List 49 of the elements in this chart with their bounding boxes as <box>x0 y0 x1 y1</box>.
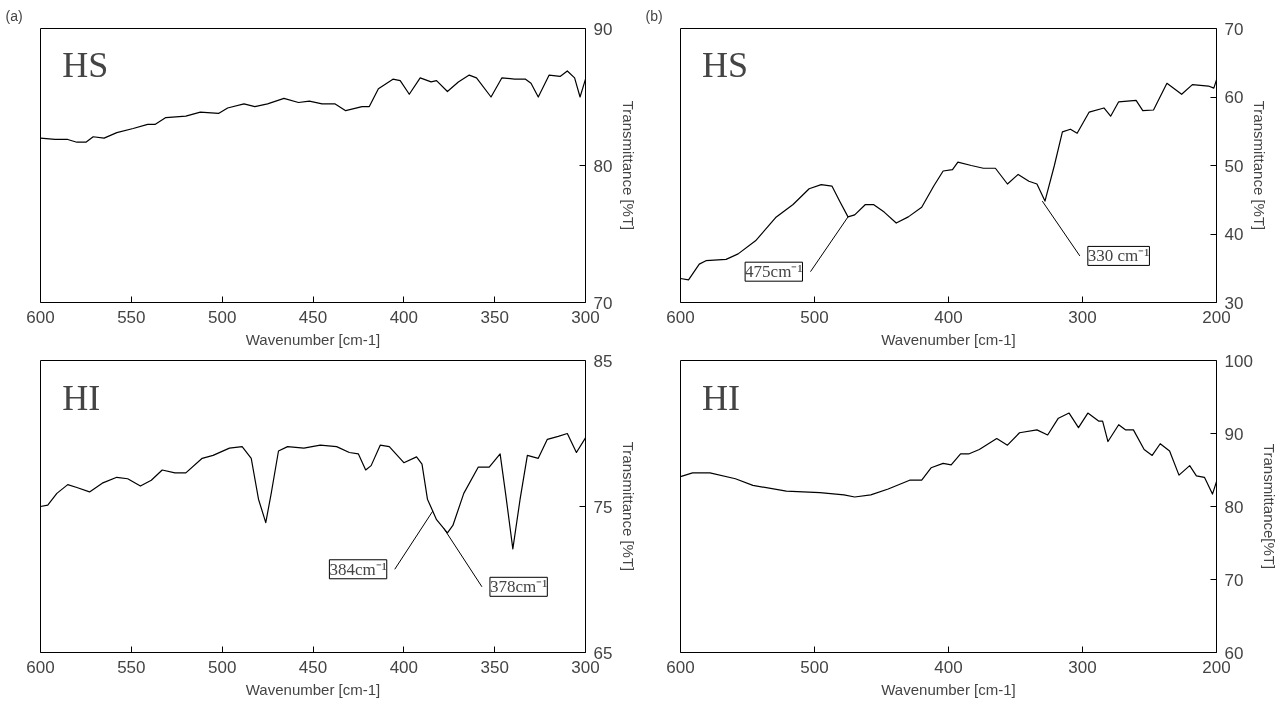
x-tick-label: 450 <box>298 307 328 327</box>
y-tick-label: 75 <box>593 497 613 517</box>
x-tick-label: 350 <box>480 307 509 327</box>
chart-title: (a) <box>5 7 23 24</box>
y-tick-label: 70 <box>1224 19 1244 39</box>
x-axis-title: Wavenumber [cm-1] <box>881 330 1016 348</box>
y-tick-label: 50 <box>1224 156 1244 176</box>
x-tick-label: 500 <box>800 307 829 327</box>
y-tick-label: 90 <box>1224 424 1244 444</box>
y-tick-label: 70 <box>1224 570 1244 590</box>
x-tick-label: 550 <box>117 657 146 677</box>
y-axis-title: Transmittance [%T] <box>620 441 638 572</box>
y-tick-label: 90 <box>593 19 613 39</box>
x-tick-label: 600 <box>26 657 55 677</box>
x-tick-label: 600 <box>26 307 55 327</box>
x-axis-title: Wavenumber [cm-1] <box>245 680 381 698</box>
y-axis-title: Transmittance [%T] <box>1251 100 1269 231</box>
x-tick-label: 300 <box>1068 307 1097 327</box>
x-tick-label: 400 <box>389 657 419 677</box>
y-tick-label: 85 <box>593 351 613 371</box>
x-tick-label: 400 <box>389 307 419 327</box>
annotation: HI <box>701 378 740 419</box>
y-axis-title: Transmittance [%T] <box>620 100 638 231</box>
y-tick-label: 40 <box>1224 225 1244 244</box>
y-tick-label: 80 <box>1224 497 1244 517</box>
annotation: HS <box>701 44 748 85</box>
x-tick-label: 550 <box>117 307 146 327</box>
x-tick-label: 450 <box>298 657 328 677</box>
x-tick-label: 600 <box>666 307 695 327</box>
x-tick-label: 300 <box>1068 657 1097 677</box>
x-tick-label: 400 <box>934 657 963 677</box>
x-tick-label: 500 <box>207 307 237 327</box>
annotation: HI <box>62 378 101 419</box>
annotation: 330 cm⁻¹ <box>1087 246 1150 266</box>
y-tick-label: 60 <box>1224 88 1244 107</box>
x-tick-label: 500 <box>207 657 237 677</box>
x-tick-label: 400 <box>934 307 963 327</box>
x-axis-title: Wavenumber [cm-1] <box>881 680 1016 698</box>
annotation: 384cm⁻¹ <box>329 559 387 579</box>
y-axis-title: Transmittance[%T] <box>1260 443 1278 570</box>
x-tick-label: 500 <box>800 657 829 677</box>
x-axis-title: Wavenumber [cm-1] <box>245 330 381 348</box>
annotation: 378cm⁻¹ <box>489 577 548 597</box>
y-tick-label: 80 <box>593 156 613 176</box>
y-tick-label: 100 <box>1224 351 1253 371</box>
x-tick-label: 600 <box>666 657 695 677</box>
x-tick-label: 350 <box>480 657 509 677</box>
annotation: HS <box>62 44 109 85</box>
chart-title: (b) <box>645 7 663 24</box>
